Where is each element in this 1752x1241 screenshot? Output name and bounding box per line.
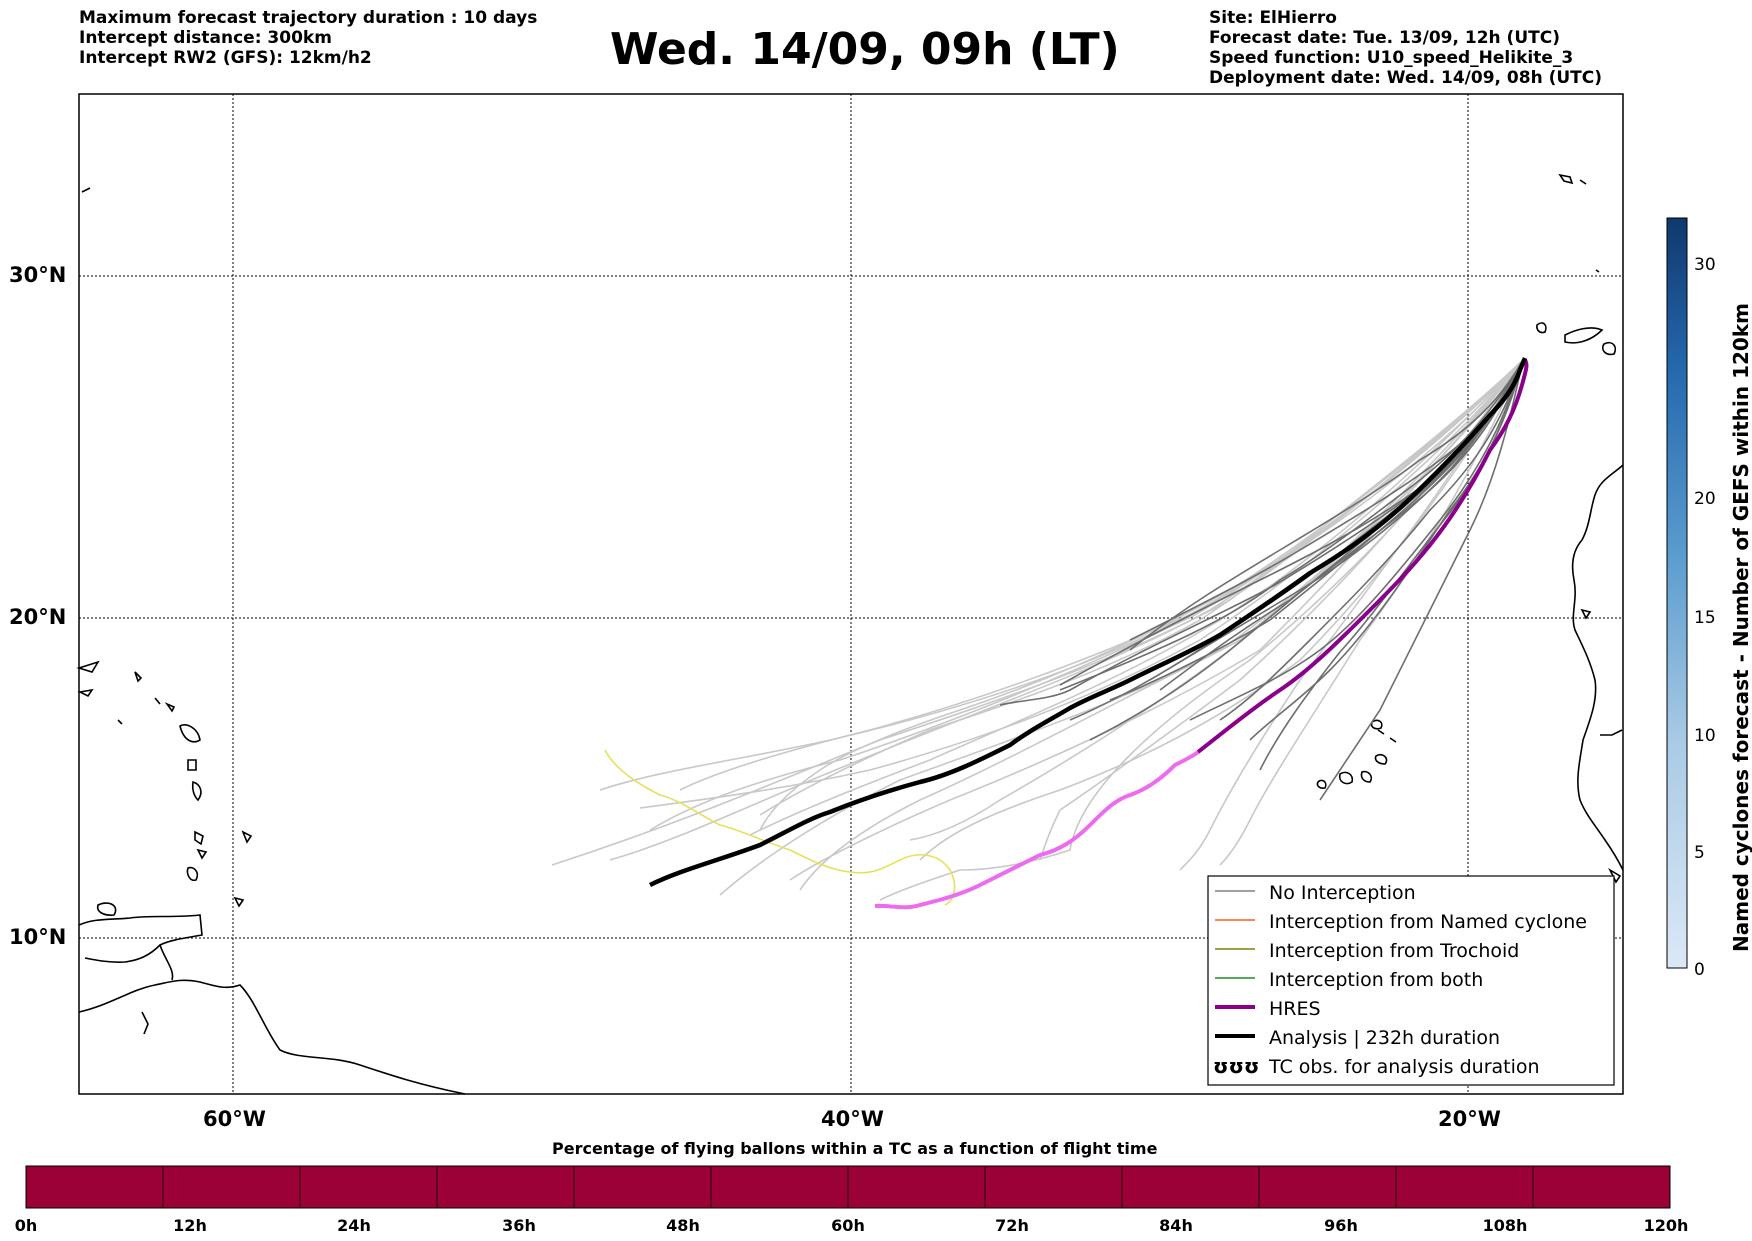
header-right: Site: ElHierro Forecast date: Tue. 13/09…	[1209, 8, 1602, 88]
forecast-date-text: Forecast date: Tue. 13/09, 12h (UTC)	[1209, 28, 1560, 48]
pct-tick-48h: 48h	[666, 1216, 700, 1235]
lat-label-10n: 10°N	[9, 925, 67, 949]
map-legend: ʊʊʊ	[1207, 875, 1615, 1086]
colorbar-tick-30: 30	[1694, 255, 1716, 275]
header-left: Maximum forecast trajectory duration : 1…	[79, 8, 537, 68]
legend-both: Interception from both	[1269, 969, 1484, 991]
pct-tick-84h: 84h	[1159, 1216, 1193, 1235]
pct-tick-108h: 108h	[1482, 1216, 1528, 1235]
lon-label-60w: 60°W	[203, 1107, 266, 1131]
colorbar-label: Named cyclones forecast - Number of GEFS…	[1729, 303, 1752, 952]
lat-label-20n: 20°N	[9, 605, 67, 629]
legend-hres: HRES	[1269, 998, 1321, 1020]
legend-named-cyclone: Interception from Named cyclone	[1269, 911, 1587, 933]
pct-tick-24h: 24h	[337, 1216, 371, 1235]
intercept-rw2-text: Intercept RW2 (GFS): 12km/h2	[79, 48, 372, 68]
hres-trajectory-light	[874, 750, 1200, 910]
pct-tick-0h: 0h	[14, 1216, 38, 1235]
colorbar-tick-15: 15	[1694, 608, 1716, 628]
coastlines	[76, 173, 1624, 1095]
colorbar-tick-20: 20	[1694, 489, 1716, 509]
yellow-trajectory	[604, 749, 956, 906]
pct-tick-12h: 12h	[173, 1216, 207, 1235]
hres-trajectory-dark	[1196, 358, 1529, 754]
lat-label-30n: 30°N	[9, 263, 67, 287]
pct-tick-36h: 36h	[502, 1216, 536, 1235]
colorbar	[1666, 217, 1688, 969]
map-frame	[78, 93, 1624, 1095]
legend-labels: No Interception Interception from Named …	[1269, 879, 1587, 1082]
legend-no-interception: No Interception	[1269, 882, 1416, 904]
pct-tick-96h: 96h	[1324, 1216, 1358, 1235]
pct-tick-120h: 120h	[1643, 1216, 1689, 1235]
site-text: Site: ElHierro	[1209, 8, 1337, 28]
legend-tc-obs: TC obs. for analysis duration	[1269, 1056, 1540, 1078]
speed-function-text: Speed function: U10_speed_Helikite_3	[1209, 48, 1574, 68]
max-duration-text: Maximum forecast trajectory duration : 1…	[79, 8, 538, 28]
deployment-date-text: Deployment date: Wed. 14/09, 08h (UTC)	[1209, 68, 1603, 88]
lon-label-40w: 40°W	[821, 1107, 884, 1131]
legend-trochoid: Interception from Trochoid	[1269, 940, 1520, 962]
lon-label-20w: 20°W	[1438, 1107, 1501, 1131]
ensemble-trajectories-dark	[999, 359, 1524, 801]
pct-tick-72h: 72h	[995, 1216, 1029, 1235]
intercept-distance-text: Intercept distance: 300km	[79, 28, 332, 48]
legend-analysis: Analysis | 232h duration	[1269, 1027, 1501, 1049]
ensemble-trajectories-light	[551, 359, 1524, 901]
tc-obs-symbol: ʊʊʊ	[1213, 1054, 1259, 1078]
percentage-bar-ticks	[162, 1166, 1534, 1208]
pct-tick-60h: 60h	[831, 1216, 865, 1235]
page-title: Wed. 14/09, 09h (LT)	[610, 24, 1120, 75]
colorbar-tick-0: 0	[1694, 960, 1705, 980]
colorbar-tick-5: 5	[1694, 843, 1705, 863]
analysis-trajectory	[648, 357, 1528, 888]
colorbar-tick-10: 10	[1694, 726, 1716, 746]
percentage-bar-title: Percentage of flying ballons within a TC…	[552, 1139, 1158, 1158]
